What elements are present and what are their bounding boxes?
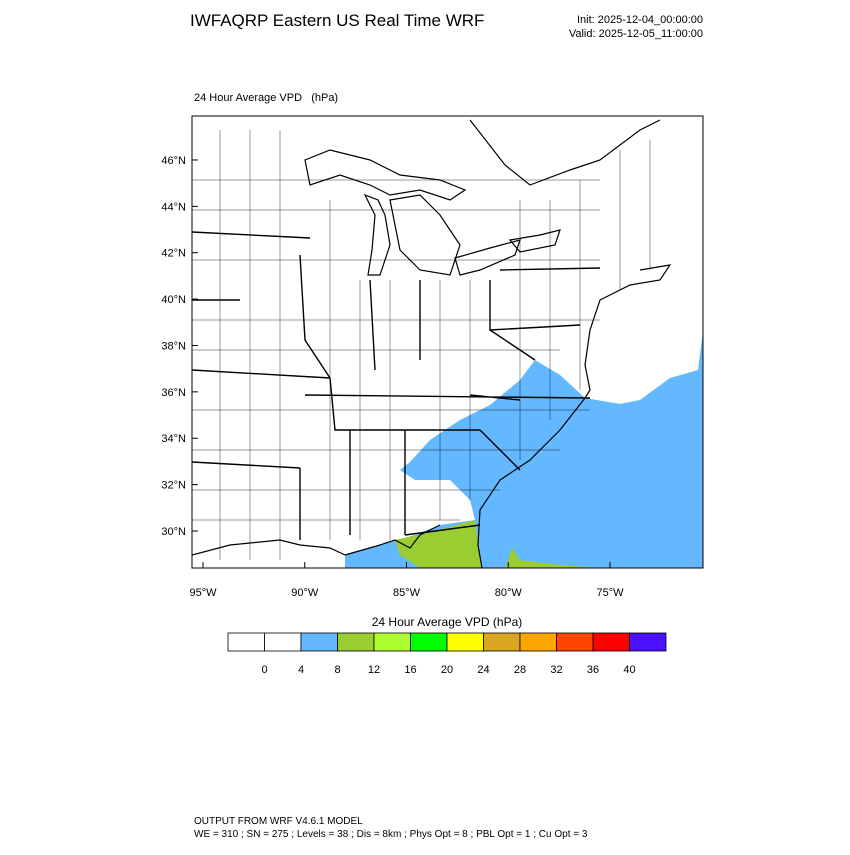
colorbar-label: 40: [623, 664, 635, 676]
map-area: [192, 116, 703, 568]
colorbar-box: [373, 632, 411, 652]
colorbar-box: [300, 632, 338, 652]
lon-label: 75°W: [596, 587, 624, 599]
colorbar-label: 16: [404, 664, 416, 676]
valid-time: Valid: 2025-12-05_11:00:00: [569, 28, 703, 40]
lon-label: 95°W: [189, 587, 217, 599]
lat-label: 34°N: [161, 433, 186, 445]
lat-label: 36°N: [161, 387, 186, 399]
map-label: 24 Hour Average VPD (hPa): [194, 92, 338, 104]
county-lines: [192, 130, 651, 560]
colorbar-label: 36: [587, 664, 599, 676]
colorbar-label: 4: [298, 664, 304, 676]
title: IWFAQRP Eastern US Real Time WRF: [190, 11, 484, 30]
colorbar-box: [227, 632, 265, 652]
colorbar-box: [337, 632, 375, 652]
lon-label: 90°W: [291, 587, 319, 599]
lat-label: 46°N: [161, 155, 186, 167]
colorbar-box: [629, 632, 667, 652]
colorbar-title: 24 Hour Average VPD (hPa): [372, 615, 523, 629]
lat-label: 30°N: [161, 526, 186, 538]
map-frame: [191, 115, 704, 569]
lon-label: 85°W: [393, 587, 421, 599]
footer-line: OUTPUT FROM WRF V4.6.1 MODEL: [194, 816, 363, 827]
colorbar-box: [264, 632, 302, 652]
footer-line: WE = 310 ; SN = 275 ; Levels = 38 ; Dis …: [194, 829, 588, 840]
lat-label: 32°N: [161, 480, 186, 492]
colorbar-label: 12: [368, 664, 380, 676]
colorbar-label: 20: [441, 664, 453, 676]
init-time: Init: 2025-12-04_00:00:00: [577, 14, 703, 26]
colorbar-label: 32: [550, 664, 562, 676]
lat-label: 40°N: [161, 294, 186, 306]
colorbar-box: [483, 632, 521, 652]
colorbar-box: [556, 632, 594, 652]
vpd-shading: [395, 520, 600, 568]
colorbar-label: 28: [514, 664, 526, 676]
coastlines: [192, 119, 672, 568]
colorbar-box: [410, 632, 448, 652]
colorbar-box: [446, 632, 484, 652]
vpd-shading: [345, 330, 703, 568]
colorbar-box: [592, 632, 630, 652]
colorbar-label: 0: [261, 664, 267, 676]
colorbar-label: 8: [334, 664, 340, 676]
lat-label: 42°N: [161, 248, 186, 260]
colorbar-label: 24: [477, 664, 489, 676]
colorbar-box: [519, 632, 557, 652]
lon-label: 80°W: [495, 587, 523, 599]
lat-label: 44°N: [161, 201, 186, 213]
lat-label: 38°N: [161, 340, 186, 352]
